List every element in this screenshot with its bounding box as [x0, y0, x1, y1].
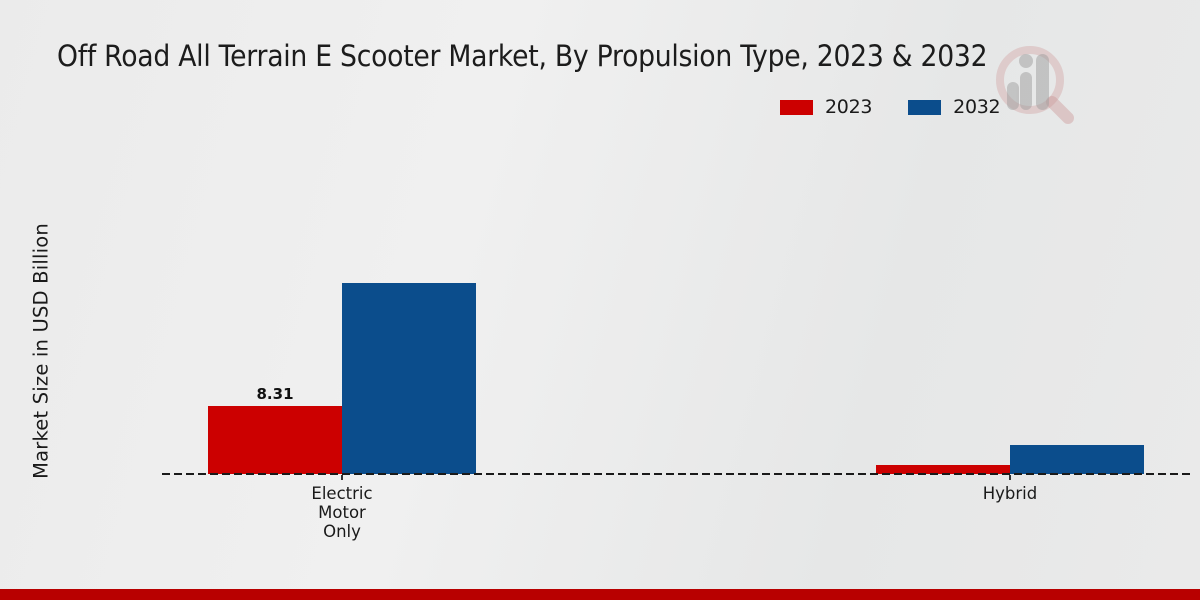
legend-swatch-2023-icon [780, 99, 813, 115]
x-tick-label-hybrid: Hybrid [982, 484, 1038, 503]
bar-2023-electric-motor-only [208, 406, 342, 474]
x-tick-label-electric-motor-only: Electric Motor Only [311, 484, 373, 541]
footer-accent-bar [0, 589, 1200, 600]
brand-watermark-logo [996, 46, 1074, 124]
legend-item-2023: 2023 [780, 96, 872, 118]
zero-baseline-dashed-line [162, 473, 1194, 475]
legend-item-2032: 2032 [908, 96, 1001, 118]
magnifier-icon [996, 46, 1074, 124]
bar-2032-electric-motor-only [342, 282, 476, 474]
legend: 2023 2032 [780, 96, 1001, 118]
x-axis-tick [341, 475, 343, 480]
value-label-2023-electric-motor-only: 8.31 [256, 385, 294, 404]
bar-2023-hybrid [876, 465, 1010, 474]
chart-title: Off Road All Terrain E Scooter Market, B… [57, 39, 988, 73]
legend-swatch-2032-icon [908, 99, 942, 115]
bar-2032-hybrid [1010, 444, 1144, 474]
x-axis-tick [1009, 475, 1011, 480]
legend-label-2023: 2023 [825, 96, 873, 118]
bar-chart-glyph-icon [1007, 54, 1049, 110]
legend-label-2032: 2032 [953, 96, 1001, 118]
